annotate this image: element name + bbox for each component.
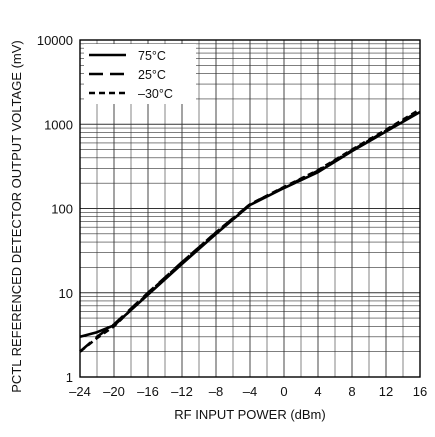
y-axis-title: PCTL REFERENCED DETECTOR OUTPUT VOLTAGE … [9, 40, 24, 392]
series-line-2 [79, 108, 421, 353]
x-tick-label: –16 [137, 384, 159, 399]
x-tick-label: 16 [413, 384, 427, 399]
y-tick-label: 100 [51, 202, 73, 217]
plot-frame [79, 39, 421, 378]
legend: 75°C 25°C –30°C [84, 44, 196, 104]
x-tick-label: –8 [209, 384, 223, 399]
x-tick-label: –20 [103, 384, 125, 399]
legend-label-1: 25°C [138, 68, 166, 82]
legend-label-0: 75°C [138, 49, 166, 63]
plot-border [79, 39, 421, 378]
x-tick-label: –24 [69, 384, 91, 399]
x-tick-label: –4 [243, 384, 257, 399]
series-group [79, 108, 421, 353]
legend-label-2: –30°C [138, 87, 173, 101]
x-tick-label: 8 [348, 384, 355, 399]
series-line-1 [79, 109, 421, 353]
y-tick-label: 1000 [44, 117, 73, 132]
y-tick-label: 10000 [37, 33, 73, 48]
x-tick-label: 4 [314, 384, 321, 399]
y-tick-label: 10 [59, 286, 73, 301]
x-tick-label: 0 [280, 384, 287, 399]
tick-labels: –24 –20 –16 –12 –8 –4 0 4 8 12 16 1 10 100 1000 10000 [37, 33, 427, 399]
y-tick-label: 1 [66, 370, 73, 385]
x-axis-title: RF INPUT POWER (dBm) [174, 407, 325, 422]
x-tick-label: 12 [379, 384, 393, 399]
x-tick-label: –12 [171, 384, 193, 399]
